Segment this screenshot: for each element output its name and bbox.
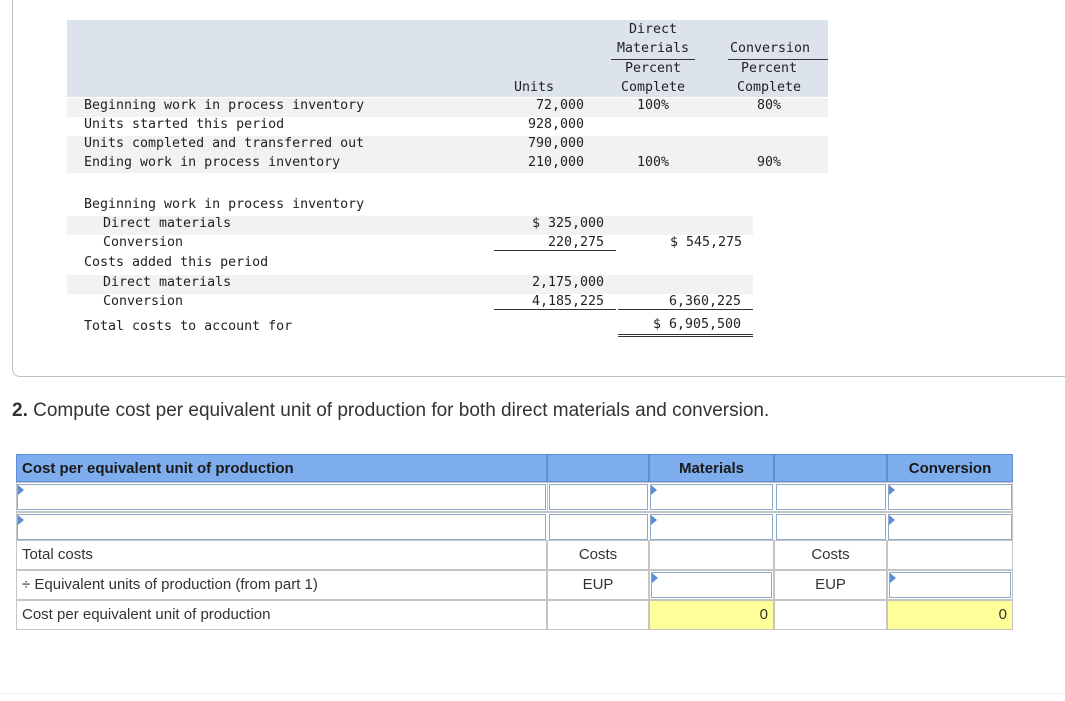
row-cost-per-label: Cost per equivalent unit of production — [16, 600, 547, 630]
row-eup-conversion-input[interactable] — [889, 572, 1011, 598]
header-dm-percent: Percent — [624, 61, 682, 76]
row-total-costs-conversion — [887, 540, 1013, 570]
cost-added-label: Costs added this period — [84, 255, 269, 270]
row-eup-materials-tag: EUP — [547, 570, 649, 600]
row2-conversion-value-input[interactable] — [888, 514, 1012, 540]
units-row-units: 790,000 — [527, 136, 584, 151]
cost-add-conv-value: 4,185,225 — [494, 294, 616, 310]
cost-beg-total: $ 545,275 — [669, 235, 742, 250]
row2-conversion-label-input[interactable] — [776, 514, 886, 540]
row-eup-materials-input[interactable] — [651, 572, 772, 598]
info-panel — [12, 0, 1065, 377]
row-band — [67, 216, 753, 235]
cost-add-conv-label: Conversion — [103, 294, 184, 309]
row1-conversion-label-input[interactable] — [776, 484, 886, 510]
units-header-band — [67, 20, 828, 97]
grid-header-blank — [547, 454, 649, 482]
units-row-units: 210,000 — [527, 155, 584, 170]
header-conv-complete: Complete — [736, 80, 802, 95]
header-conv-percent: Percent — [740, 61, 798, 76]
row-cost-per-blank — [774, 600, 887, 630]
header-rule — [728, 59, 828, 60]
row2-label-dropdown[interactable] — [17, 514, 546, 540]
row-eup-conversion-cell — [887, 570, 1013, 600]
units-row-label: Ending work in process inventory — [84, 155, 341, 170]
row-band — [67, 136, 828, 155]
header-materials: Materials — [616, 41, 690, 56]
header-conversion: Conversion — [729, 41, 811, 56]
row-total-costs-materials — [649, 540, 774, 570]
header-direct: Direct — [628, 22, 678, 37]
row2-materials-value-input[interactable] — [650, 514, 773, 540]
grid-header-materials: Materials — [649, 454, 774, 482]
units-row-conv: 80% — [756, 98, 782, 113]
row-total-costs-label: Total costs — [16, 540, 547, 570]
cost-beg-dm-value: $ 325,000 — [531, 216, 604, 231]
cost-add-total: 6,360,225 — [618, 294, 753, 310]
row-total-costs-materials-tag: Costs — [547, 540, 649, 570]
grid-header-label: Cost per equivalent unit of production — [16, 454, 547, 482]
row-band — [67, 275, 753, 294]
units-row-label: Units completed and transferred out — [84, 136, 365, 151]
cost-beg-conv-text: 220,275 — [547, 235, 604, 250]
question-text: 2. Compute cost per equivalent unit of p… — [12, 400, 769, 422]
row2-materials-label-input[interactable] — [549, 514, 648, 540]
header-rule — [611, 59, 695, 60]
units-row-label: Beginning work in process inventory — [84, 98, 365, 113]
units-row-conv: 90% — [756, 155, 782, 170]
row-cost-per-blank — [547, 600, 649, 630]
row-eup-label: ÷ Equivalent units of production (from p… — [16, 570, 547, 600]
question-number: 2. — [12, 400, 28, 421]
materials-result: 0 — [649, 600, 774, 630]
conversion-result: 0 — [887, 600, 1013, 630]
cost-add-dm-label: Direct materials — [103, 275, 232, 290]
header-dm-complete: Complete — [620, 80, 686, 95]
units-row-units: 928,000 — [527, 117, 584, 132]
units-row-label: Units started this period — [84, 117, 285, 132]
cost-total-text: $ 6,905,500 — [652, 317, 741, 332]
cost-total-label: Total costs to account for — [84, 319, 293, 334]
cost-add-dm-value: 2,175,000 — [531, 275, 604, 290]
cost-add-conv-text: 4,185,225 — [531, 294, 604, 309]
row-band — [67, 155, 828, 173]
row-band — [67, 98, 828, 117]
row-eup-conversion-tag: EUP — [774, 570, 887, 600]
cost-beginning-label: Beginning work in process inventory — [84, 197, 365, 212]
bottom-divider — [0, 693, 1065, 694]
row1-label-dropdown[interactable] — [17, 484, 546, 510]
grid-header-conversion: Conversion — [887, 454, 1013, 482]
header-units: Units — [513, 80, 555, 95]
cost-beg-conv-value: 220,275 — [494, 235, 616, 251]
cost-total-value: $ 6,905,500 — [618, 317, 753, 337]
row1-materials-value-input[interactable] — [650, 484, 773, 510]
row1-materials-label-input[interactable] — [549, 484, 648, 510]
cost-add-total-text: 6,360,225 — [668, 294, 741, 309]
row-eup-materials-cell — [649, 570, 774, 600]
row-total-costs-conversion-tag: Costs — [774, 540, 887, 570]
units-row-dm: 100% — [636, 155, 670, 170]
grid-divider — [547, 482, 548, 512]
grid-header-blank — [774, 454, 887, 482]
cost-beg-conv-label: Conversion — [103, 235, 184, 250]
cost-beg-dm-label: Direct materials — [103, 216, 232, 231]
units-row-units: 72,000 — [535, 98, 584, 113]
question-body: Compute cost per equivalent unit of prod… — [33, 400, 770, 421]
units-row-dm: 100% — [636, 98, 670, 113]
row1-conversion-value-input[interactable] — [888, 484, 1012, 510]
